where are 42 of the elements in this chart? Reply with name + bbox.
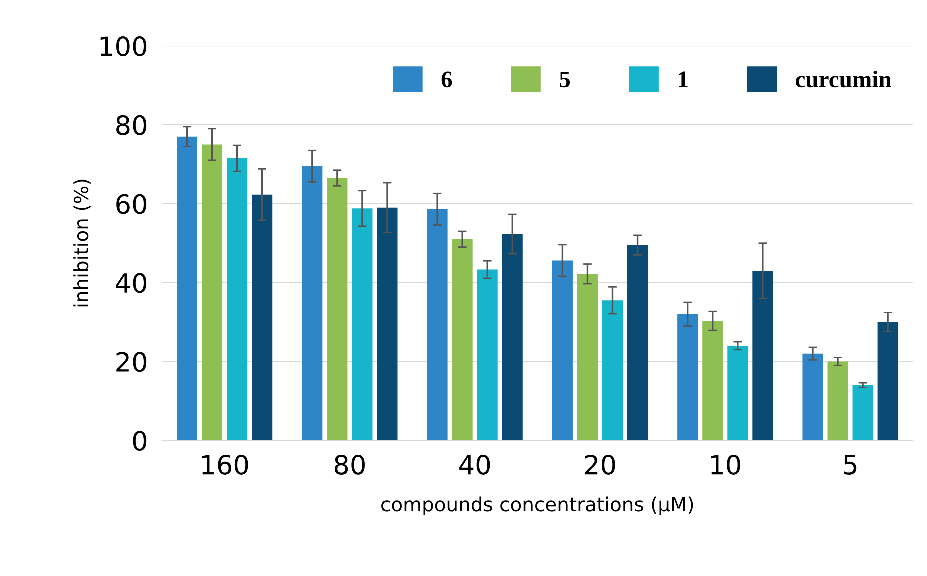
- legend-label: curcumin: [796, 71, 892, 88]
- bar: [577, 274, 598, 441]
- y-tick-label: 0: [133, 431, 147, 452]
- y-axis-title: inhibition (%): [74, 180, 91, 307]
- bar: [728, 346, 748, 441]
- bar: [878, 322, 898, 441]
- legend-label: 6: [442, 72, 452, 88]
- bar: [752, 270, 774, 441]
- bar: [678, 314, 698, 441]
- bar: [702, 321, 724, 441]
- bar: [502, 234, 523, 441]
- x-tick-label: 20: [585, 454, 616, 475]
- y-tick-label: 100: [100, 36, 147, 56]
- bar: [628, 245, 648, 441]
- bar: [202, 144, 223, 441]
- y-tick-label: 20: [116, 352, 147, 372]
- x-axis-title: compounds concentrations (μM): [382, 496, 694, 516]
- bar: [302, 166, 323, 441]
- bar: [377, 208, 398, 441]
- x-tick-label: 5: [844, 455, 857, 475]
- x-tick-label: 10: [711, 454, 740, 475]
- y-tick-label: 40: [116, 273, 147, 294]
- x-tick-label: 40: [460, 454, 490, 475]
- legend-label: 1: [679, 72, 688, 88]
- bar: [352, 208, 373, 441]
- legend-label: 5: [560, 72, 570, 88]
- bar: [552, 260, 573, 441]
- bar: [828, 362, 848, 441]
- y-tick-label: 80: [116, 115, 147, 136]
- bar: [802, 354, 824, 441]
- bar: [176, 136, 198, 441]
- bar: [477, 270, 498, 441]
- bar: [327, 178, 348, 441]
- bar: [427, 209, 448, 441]
- x-tick-label: 80: [334, 454, 365, 475]
- bar: [602, 300, 624, 441]
- bar: [852, 385, 874, 441]
- bar: [227, 158, 248, 441]
- x-tick-label: 160: [202, 454, 248, 475]
- bar: [252, 194, 273, 441]
- bar: [452, 239, 473, 441]
- y-tick-label: 60: [116, 194, 147, 214]
